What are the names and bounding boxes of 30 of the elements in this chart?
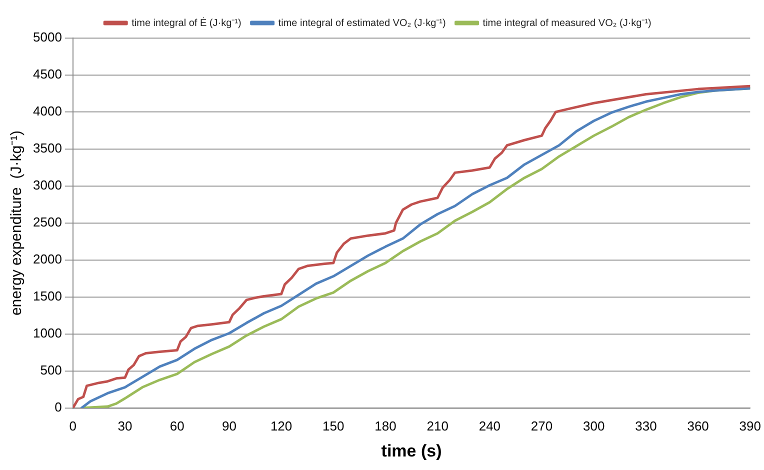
y-tick-label: 3500	[33, 140, 62, 156]
x-tick-label: 330	[635, 418, 657, 434]
y-tick-label: 2000	[33, 252, 62, 267]
x-tick-label: 360	[687, 418, 709, 434]
legend-label: time integral of estimated VO₂ (J·kg⁻¹)	[278, 18, 446, 29]
y-tick-label: 4500	[33, 66, 62, 82]
y-tick-label: 1500	[33, 288, 62, 304]
x-tick-label: 300	[583, 418, 605, 434]
y-tick-label: 3000	[33, 178, 62, 193]
legend-label: time integral of Ė (J·kg⁻¹)	[132, 16, 242, 29]
x-tick-label: 90	[222, 418, 236, 434]
x-tick-label: 0	[69, 418, 77, 434]
x-tick-label: 120	[270, 418, 292, 434]
x-tick-label: 180	[374, 418, 396, 434]
x-tick-label: 390	[739, 418, 762, 434]
x-tick-label: 240	[478, 418, 501, 434]
y-tick-label: 0	[54, 400, 62, 415]
y-tick-label: 1000	[33, 326, 62, 341]
x-tick-label: 60	[170, 418, 184, 434]
x-tick-label: 150	[322, 418, 344, 434]
y-axis-title: energy expenditure (J·kg⁻¹)	[8, 130, 26, 316]
x-axis-title: time (s)	[381, 441, 442, 460]
legend-label: time integral of measured VO₂ (J·kg⁻¹)	[482, 18, 652, 29]
y-tick-label: 500	[40, 362, 62, 378]
y-tick-label: 4000	[33, 104, 62, 119]
y-tick-label: 5000	[33, 30, 62, 45]
x-tick-label: 270	[530, 418, 553, 434]
x-tick-label: 30	[118, 418, 132, 434]
x-tick-label: 210	[426, 418, 448, 434]
y-tick-label: 2500	[33, 214, 62, 230]
